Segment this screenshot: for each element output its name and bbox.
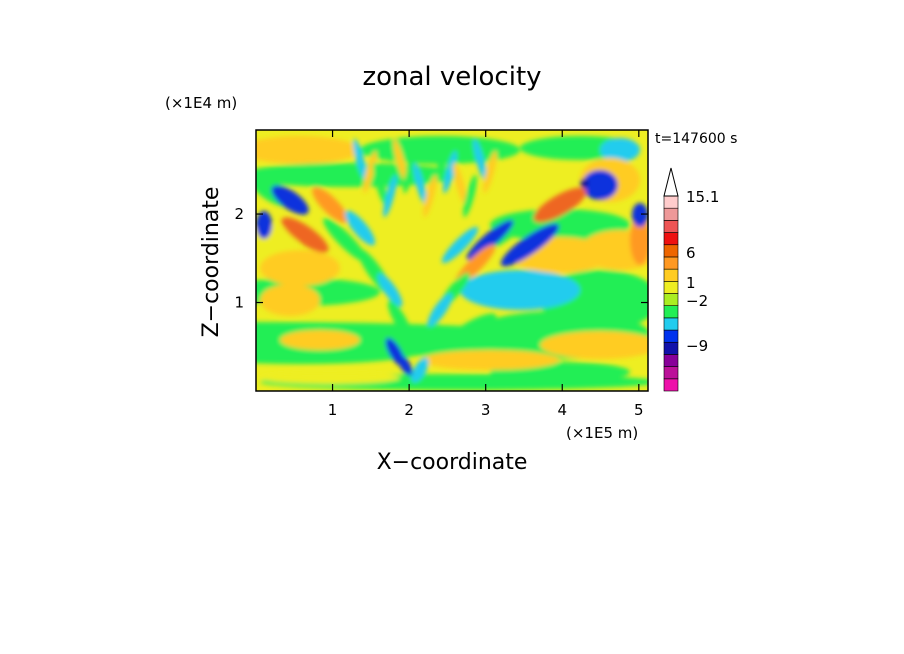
- streak-patch: [423, 174, 437, 218]
- colorbar-swatch: [663, 207, 679, 221]
- colorbar-swatch: [663, 293, 679, 306]
- field-patch: [540, 331, 648, 359]
- colorbar-label: −9: [686, 337, 708, 355]
- y-axis: 12: [234, 205, 648, 312]
- right-beam-patch: [443, 313, 497, 347]
- streak-patch: [473, 138, 487, 182]
- streak-patch: [393, 138, 407, 182]
- field-patch: [260, 250, 340, 286]
- streak-patch: [463, 174, 477, 218]
- colorbar-swatch: [663, 378, 679, 392]
- streak-patch: [363, 150, 377, 194]
- right-beam-patch: [533, 187, 587, 223]
- streak-patch: [383, 174, 397, 218]
- left-beam-patch: [377, 273, 403, 307]
- right-beam-patch: [582, 170, 618, 200]
- colorbar-swatch: [663, 281, 679, 294]
- plot-area: [256, 130, 648, 391]
- colorbar-swatch: [663, 329, 679, 343]
- field-patch: [280, 330, 360, 350]
- colorbar-swatch: [663, 354, 679, 367]
- streak-patch: [403, 150, 417, 194]
- right-beam-patch: [441, 226, 479, 264]
- left-beam-patch: [271, 185, 309, 215]
- field-patch: [630, 215, 648, 265]
- y-tick-label: 1: [234, 294, 244, 312]
- edge-patch: [256, 211, 272, 239]
- y-unit-label: (×1E4 m): [165, 94, 237, 112]
- y-axis-label: Z−coordinate: [199, 187, 224, 338]
- chart-title: zonal velocity: [362, 62, 541, 92]
- right-beam-patch: [427, 293, 453, 327]
- left-beam-patch: [397, 354, 413, 376]
- colorbar-swatch: [663, 195, 679, 209]
- field-band: [256, 136, 360, 164]
- streak-patch: [373, 162, 387, 206]
- colorbar-swatch: [663, 220, 679, 233]
- core-patch: [580, 179, 588, 187]
- field-patch: [420, 350, 560, 370]
- colorbar-label: 6: [686, 244, 696, 262]
- plot-frame: [255, 129, 649, 392]
- streak-patch: [483, 150, 497, 194]
- colorbar-swatch: [663, 305, 679, 319]
- time-label: t=147600 s: [655, 131, 737, 147]
- y-tick-label: 2: [234, 205, 244, 223]
- right-beam-patch: [500, 223, 560, 267]
- left-beam-patch: [281, 217, 329, 253]
- colorbar-swatch: [663, 268, 679, 282]
- colorbar-over-arrow: [663, 167, 679, 197]
- field-patch: [260, 284, 320, 316]
- colorbar-swatch: [663, 317, 679, 331]
- colorbar-label: −2: [686, 292, 708, 310]
- left-beam-patch: [323, 218, 367, 262]
- streak-patch: [443, 150, 457, 194]
- x-tick-label: 2: [404, 401, 414, 419]
- streak-patch: [453, 162, 467, 206]
- colorbar-label: 1: [686, 274, 696, 292]
- field-band: [460, 270, 580, 310]
- streak-patch: [353, 138, 367, 182]
- colorbar-swatch: [663, 341, 679, 355]
- left-beam-patch: [312, 187, 348, 223]
- right-beam-patch: [411, 357, 429, 383]
- x-tick-label: 4: [557, 401, 567, 419]
- edge-patch: [632, 203, 648, 227]
- x-unit-label: (×1E5 m): [566, 424, 638, 442]
- colorbar-swatch: [663, 366, 679, 380]
- colorbar-swatch: [663, 256, 679, 270]
- field-band: [260, 372, 400, 384]
- streak-patch: [433, 138, 447, 182]
- x-tick-label: 5: [634, 401, 644, 419]
- colorbar-swatch: [663, 232, 679, 246]
- x-tick-label: 1: [328, 401, 338, 419]
- left-beam-patch: [387, 300, 413, 340]
- x-tick-label: 3: [481, 401, 491, 419]
- right-beam-patch: [419, 324, 441, 356]
- right-beam-patch: [466, 219, 514, 261]
- streak-patch: [413, 162, 427, 206]
- field-band: [600, 138, 640, 162]
- colorbar: 15.1 6 1−2 −9: [663, 167, 719, 392]
- x-axis-label: X−coordinate: [377, 450, 528, 475]
- x-axis: 1 2 3 4 5: [328, 130, 644, 419]
- colorbar-swatch: [663, 244, 679, 258]
- colorbar-label: 15.1: [686, 188, 719, 206]
- left-beam-patch: [344, 210, 376, 246]
